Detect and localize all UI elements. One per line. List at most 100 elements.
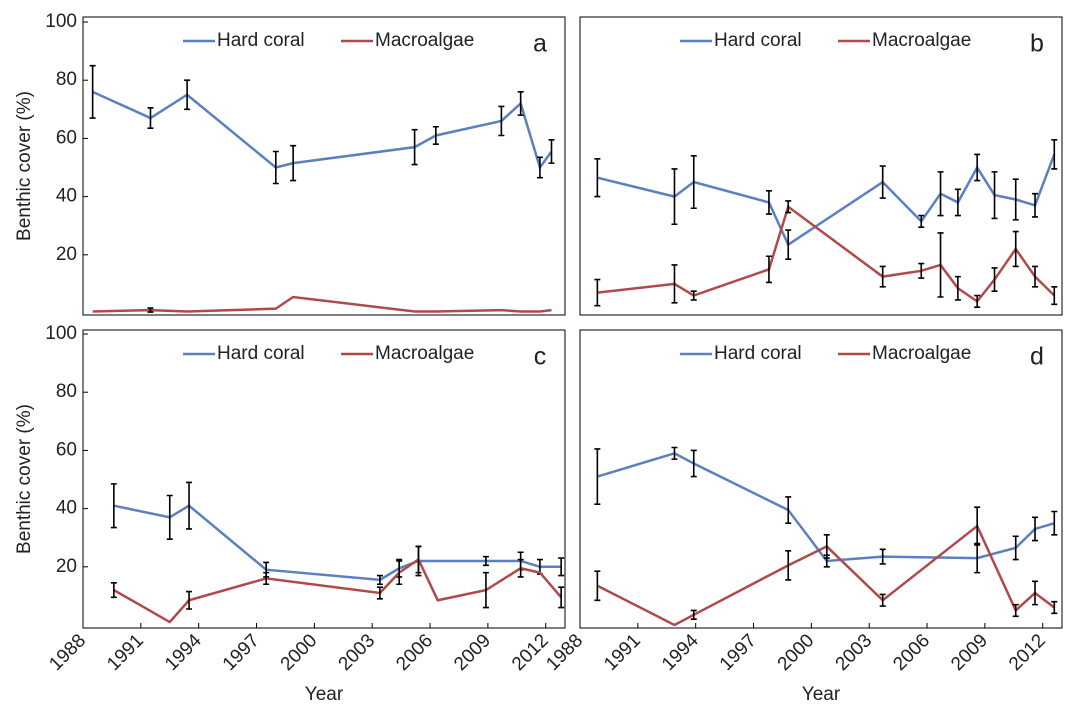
x-tick-label: 2003 [832, 630, 877, 675]
error-bar [690, 609, 697, 620]
error-bar [415, 545, 422, 574]
error-bar [1012, 535, 1019, 561]
y-tick-label: 80 [56, 69, 77, 90]
error-bar [937, 232, 944, 298]
error-bar [671, 264, 678, 304]
error-bar [536, 156, 543, 179]
error-bar [147, 107, 154, 130]
x-tick-label: 1991 [600, 630, 645, 675]
legend-label: Hard coral [217, 343, 305, 364]
error-bar [376, 574, 383, 586]
error-bar [823, 533, 830, 559]
error-bar [991, 267, 998, 292]
error-bar [879, 265, 886, 288]
x-axis-label: Year [305, 684, 344, 705]
y-tick-label: 80 [56, 381, 77, 402]
panel-label: c [534, 343, 547, 371]
error-bar [396, 560, 403, 586]
error-bar [498, 105, 505, 137]
error-bar [690, 155, 697, 210]
error-bar [517, 558, 524, 578]
y-tick-label: 40 [56, 498, 77, 519]
error-bar [594, 278, 601, 307]
x-tick-label: 1988 [542, 630, 587, 675]
error-bar [376, 586, 383, 600]
error-bar [411, 128, 418, 166]
y-tick-label: 20 [56, 556, 77, 577]
y-tick-label: 40 [56, 186, 77, 207]
error-bar [937, 171, 944, 217]
x-tick-label: 1991 [103, 630, 148, 675]
error-bar [89, 64, 96, 119]
panel-label: d [1030, 343, 1044, 371]
y-tick-label: 100 [45, 323, 77, 344]
error-bar [954, 275, 961, 301]
y-tick-label: 20 [56, 244, 77, 265]
x-tick-label: 2006 [392, 630, 437, 675]
x-tick-label: 1988 [45, 630, 90, 675]
panel-label: a [533, 30, 547, 58]
legend-label: Macroalgae [872, 30, 971, 51]
series-line [596, 451, 1055, 563]
error-bar [671, 446, 678, 460]
legend-label: Hard coral [217, 30, 305, 51]
error-bar [671, 168, 678, 226]
error-bar [954, 188, 961, 217]
y-tick-label: 60 [56, 127, 77, 148]
error-bar [974, 506, 981, 546]
error-bar [1051, 600, 1058, 615]
y-axis-label: Benthic cover (%) [14, 91, 35, 241]
error-bar [186, 481, 193, 530]
x-tick-label: 1997 [219, 630, 264, 675]
x-tick-label: 1994 [658, 630, 703, 675]
error-bar [432, 125, 439, 146]
plot-frame [579, 16, 1063, 316]
error-bar [1032, 516, 1039, 542]
error-bar [517, 91, 524, 116]
legend-label: Macroalgae [375, 30, 474, 51]
error-bar [765, 255, 772, 284]
error-bar [974, 294, 981, 308]
series-line [92, 90, 553, 171]
series-line [597, 204, 1056, 304]
error-bar [558, 557, 565, 577]
error-bar [785, 229, 792, 260]
series-line [113, 504, 562, 582]
plot-frame [579, 329, 1063, 629]
x-tick-label: 2000 [277, 630, 322, 675]
error-bar [690, 449, 697, 478]
error-bar [594, 157, 601, 198]
error-bar [482, 571, 489, 609]
error-bar [186, 590, 193, 610]
error-bar [785, 200, 792, 214]
legend-label: Hard coral [714, 343, 802, 364]
error-bar [1012, 603, 1019, 618]
x-tick-label: 2009 [450, 630, 495, 675]
error-bar [110, 582, 117, 599]
error-bar [482, 555, 489, 567]
error-bar [879, 548, 886, 565]
legend-label: Macroalgae [872, 343, 971, 364]
error-bar [1051, 139, 1058, 170]
legend-label: Hard coral [714, 30, 802, 51]
error-bar [558, 586, 565, 609]
plot-frame [82, 329, 566, 629]
panel-label: b [1030, 30, 1044, 58]
error-bar [1032, 192, 1039, 218]
error-bar [166, 494, 173, 540]
error-bar [147, 307, 154, 313]
error-bar [1012, 178, 1019, 221]
legend-label: Macroalgae [375, 343, 474, 364]
x-tick-label: 1994 [161, 630, 206, 675]
error-bar [918, 262, 925, 279]
error-bar [1032, 265, 1039, 288]
error-bar [991, 171, 998, 220]
error-bar [690, 290, 697, 301]
series-line [113, 557, 563, 624]
error-bar [1012, 230, 1019, 268]
x-tick-label: 2006 [889, 630, 934, 675]
error-bar [594, 570, 601, 602]
error-bar [290, 144, 297, 182]
x-tick-label: 1997 [716, 630, 761, 675]
